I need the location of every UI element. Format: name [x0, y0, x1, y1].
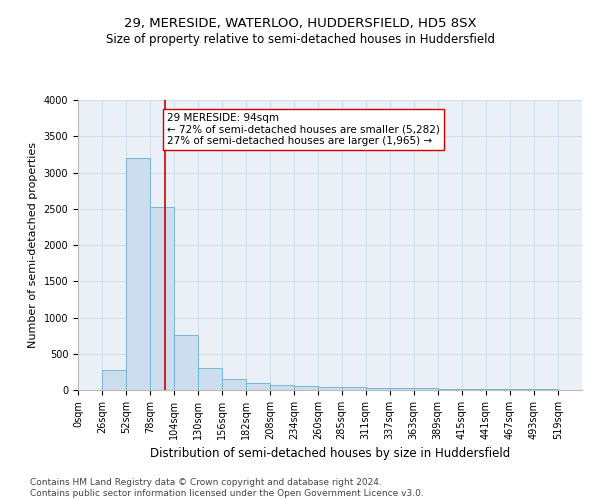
- Bar: [271, 386, 295, 390]
- Text: Contains HM Land Registry data © Crown copyright and database right 2024.
Contai: Contains HM Land Registry data © Crown c…: [30, 478, 424, 498]
- Bar: [222, 380, 247, 390]
- Bar: [247, 384, 271, 390]
- Bar: [365, 388, 389, 390]
- Bar: [389, 388, 413, 390]
- Y-axis label: Number of semi-detached properties: Number of semi-detached properties: [28, 142, 38, 348]
- Bar: [126, 158, 150, 390]
- Text: Size of property relative to semi-detached houses in Huddersfield: Size of property relative to semi-detach…: [106, 32, 494, 46]
- Bar: [413, 388, 438, 390]
- Bar: [486, 389, 510, 390]
- X-axis label: Distribution of semi-detached houses by size in Huddersfield: Distribution of semi-detached houses by …: [150, 448, 510, 460]
- Bar: [198, 368, 222, 390]
- Bar: [438, 388, 462, 390]
- Bar: [462, 389, 486, 390]
- Bar: [319, 386, 343, 390]
- Bar: [102, 370, 126, 390]
- Bar: [174, 335, 198, 390]
- Text: 29, MERESIDE, WATERLOO, HUDDERSFIELD, HD5 8SX: 29, MERESIDE, WATERLOO, HUDDERSFIELD, HD…: [124, 18, 476, 30]
- Text: 29 MERESIDE: 94sqm
← 72% of semi-detached houses are smaller (5,282)
27% of semi: 29 MERESIDE: 94sqm ← 72% of semi-detache…: [167, 113, 440, 146]
- Bar: [295, 386, 319, 390]
- Bar: [341, 388, 365, 390]
- Bar: [150, 208, 174, 390]
